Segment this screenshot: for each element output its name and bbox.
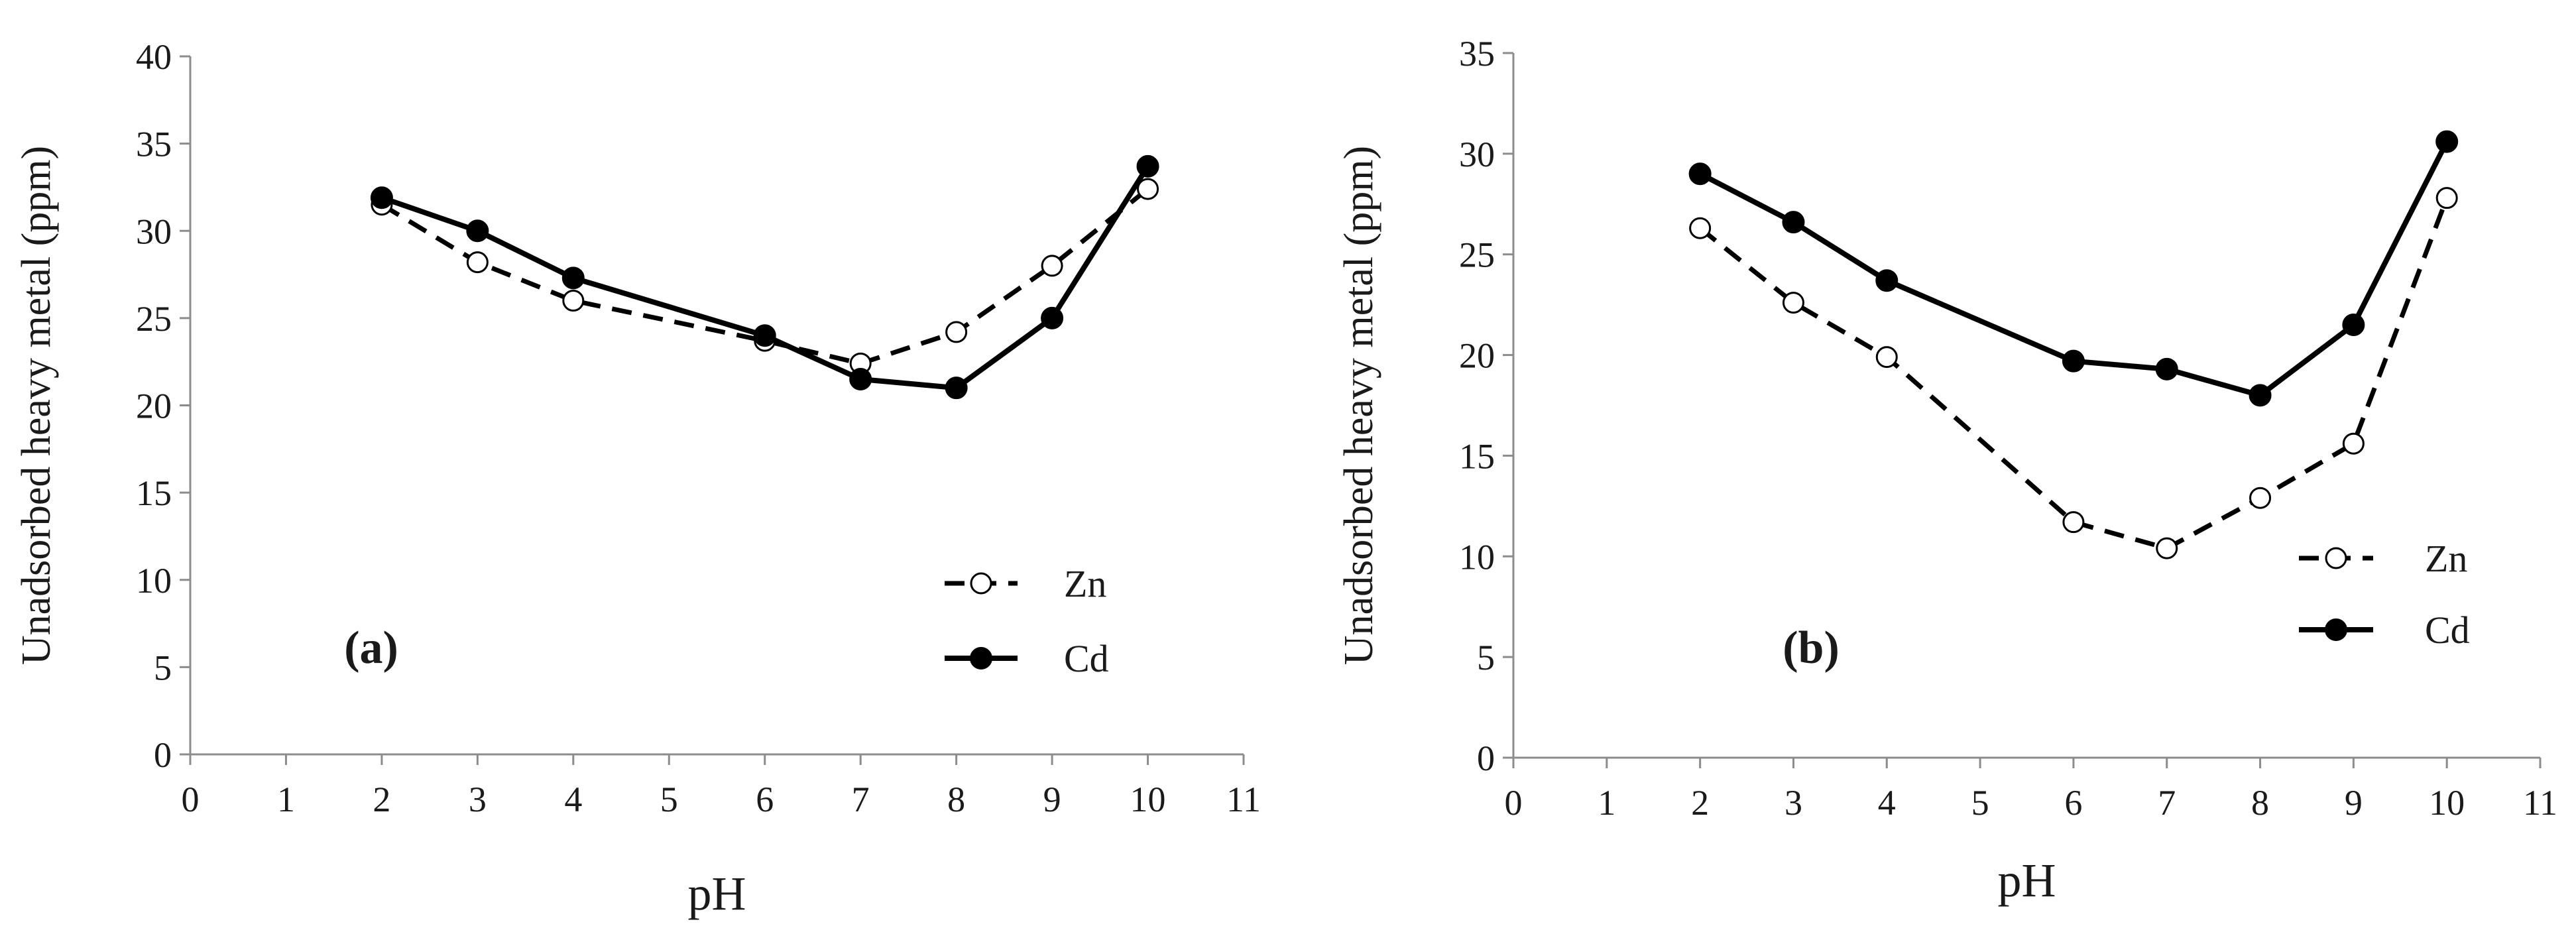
- panel-label: (a): [344, 622, 398, 673]
- y-axis-title: Unadsorbed heavy metal (ppm): [1336, 146, 1381, 665]
- data-point-cd: [753, 324, 776, 347]
- data-point-cd: [561, 266, 585, 290]
- y-tick-label: 30: [136, 211, 172, 251]
- legend-marker-cd: [2325, 618, 2347, 641]
- x-tick-label: 1: [1598, 783, 1615, 823]
- y-tick-label: 10: [136, 561, 172, 601]
- series-line-zn: [1698, 197, 2449, 551]
- series-line-cd: [1698, 140, 2449, 398]
- y-tick-label: 20: [1459, 336, 1495, 376]
- data-point-zn: [2156, 537, 2178, 559]
- legend-label-cd: Cd: [2425, 609, 2470, 652]
- chart-panel-a: 0 5 10 15 20 25 30 35 40 0 1 2 3 4 5 6 7 8 9 10 11 Unadsorbed…: [14, 37, 1261, 920]
- data-point-zn: [945, 321, 968, 343]
- x-tick-label: 4: [1878, 783, 1896, 823]
- x-tick-label: 8: [2251, 783, 2269, 823]
- data-point-cd: [370, 186, 393, 209]
- data-point-cd: [2342, 314, 2365, 337]
- y-tick-label: 0: [1477, 738, 1495, 778]
- y-tick-label: 15: [1459, 436, 1495, 476]
- data-point-zn: [2249, 487, 2272, 509]
- data-point-zn: [1875, 346, 1898, 369]
- x-tick-label: 7: [852, 780, 870, 819]
- y-axis-title: Unadsorbed heavy metal (ppm): [14, 146, 59, 665]
- x-tick-label: 5: [1971, 783, 1989, 823]
- x-tick-label: 3: [469, 780, 487, 819]
- data-point-zn: [2342, 432, 2365, 455]
- x-tick-label: 2: [373, 780, 390, 819]
- data-point-zn: [1689, 217, 1712, 239]
- y-tick-label: 5: [154, 648, 172, 687]
- y-tick-label: 20: [136, 386, 172, 426]
- x-tick-label: 0: [182, 780, 200, 819]
- legend-marker-zn: [970, 572, 992, 595]
- series-line-zn: [381, 187, 1149, 366]
- x-tick-label: 1: [277, 780, 295, 819]
- data-point-cd: [945, 377, 968, 400]
- x-tick-label: 4: [564, 780, 582, 819]
- series-line-cd: [381, 164, 1150, 391]
- x-tick-label: 3: [1785, 783, 1802, 823]
- x-tick-label: 7: [2158, 783, 2176, 823]
- legend-label-zn: Zn: [1064, 562, 1106, 605]
- y-tick-label: 25: [136, 299, 172, 339]
- y-tick-label: 0: [154, 735, 172, 775]
- data-point-cd: [2249, 384, 2272, 407]
- data-point-cd: [1041, 306, 1064, 329]
- data-point-zn: [1137, 178, 1159, 200]
- data-point-zn: [466, 251, 489, 274]
- y-tick-label: 30: [1459, 135, 1495, 174]
- data-point-cd: [2062, 349, 2085, 373]
- data-point-cd: [1875, 269, 1899, 292]
- data-point-zn: [1041, 255, 1063, 277]
- x-tick-label: 10: [1130, 780, 1166, 819]
- data-point-zn: [2435, 187, 2458, 209]
- data-point-cd: [2435, 130, 2459, 153]
- legend-marker-cd: [970, 647, 992, 670]
- x-tick-label: 10: [2429, 783, 2465, 823]
- x-tick-label: 2: [1691, 783, 1709, 823]
- x-tick-label: 6: [756, 780, 774, 819]
- x-tick-label: 0: [1505, 783, 1523, 823]
- chart-panel-b: 0 5 10 15 20 25 30 35 0 1 2 3 4 5 6 7 8 9 10 11 Unadsorbed h…: [1336, 34, 2557, 907]
- data-point-zn: [562, 290, 585, 312]
- y-tick-label: 25: [1459, 235, 1495, 275]
- x-axis-title: pH: [688, 867, 746, 920]
- y-tick-label: 35: [1459, 34, 1495, 74]
- data-point-cd: [1782, 211, 1805, 234]
- legend-label-zn: Zn: [2425, 537, 2467, 580]
- y-tick-label: 40: [136, 37, 172, 77]
- y-tick-label: 10: [1459, 537, 1495, 577]
- legend-marker-zn: [2325, 547, 2347, 569]
- y-tick-label: 5: [1477, 638, 1495, 677]
- y-tick-label: 35: [136, 125, 172, 164]
- x-tick-label: 9: [2345, 783, 2363, 823]
- legend-label-cd: Cd: [1064, 637, 1109, 680]
- x-tick-label: 5: [660, 780, 678, 819]
- x-tick-label: 11: [1226, 780, 1261, 819]
- panel-label: (b): [1783, 622, 1840, 673]
- data-point-cd: [1136, 154, 1159, 178]
- data-point-zn: [2062, 511, 2085, 534]
- x-tick-label: 8: [947, 780, 965, 819]
- data-point-zn: [1782, 292, 1804, 314]
- x-tick-label: 9: [1043, 780, 1061, 819]
- data-point-cd: [1688, 162, 1712, 186]
- data-point-cd: [466, 219, 489, 243]
- data-point-cd: [849, 368, 872, 391]
- y-tick-label: 15: [136, 473, 172, 513]
- data-point-cd: [2155, 357, 2178, 380]
- x-tick-label: 6: [2064, 783, 2082, 823]
- x-axis-title: pH: [1998, 854, 2056, 907]
- x-tick-label: 11: [2523, 783, 2557, 823]
